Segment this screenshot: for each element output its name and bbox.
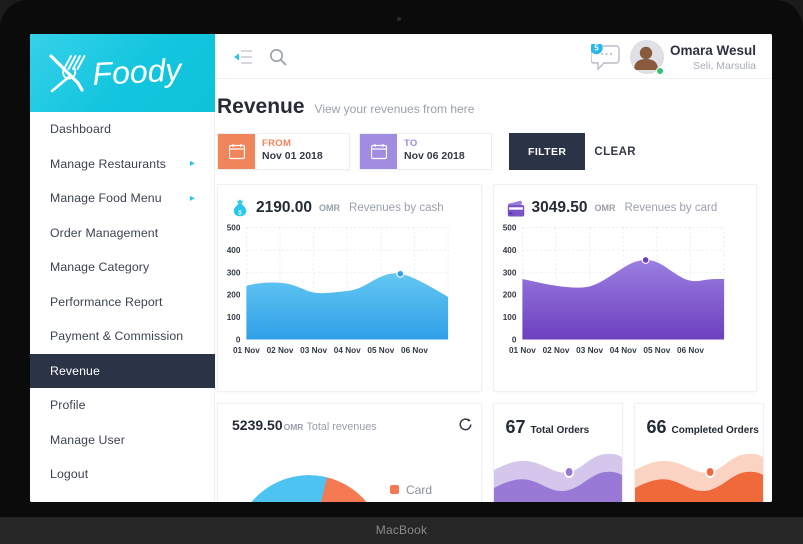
svg-text:0: 0 <box>511 335 516 344</box>
svg-text:400: 400 <box>502 246 516 255</box>
svg-text:02 Nov: 02 Nov <box>267 346 294 355</box>
svg-text:300: 300 <box>502 268 516 277</box>
svg-text:04 Nov: 04 Nov <box>334 346 361 355</box>
svg-text:0: 0 <box>236 335 241 344</box>
svg-text:400: 400 <box>227 246 241 255</box>
svg-text:06 Nov: 06 Nov <box>677 346 704 355</box>
svg-text:$: $ <box>238 209 242 216</box>
svg-text:01 Nov: 01 Nov <box>508 346 535 355</box>
svg-text:03 Nov: 03 Nov <box>300 346 327 355</box>
svg-text:500: 500 <box>227 223 241 232</box>
svg-text:100: 100 <box>227 313 241 322</box>
svg-text:05 Nov: 05 Nov <box>643 346 670 355</box>
svg-text:200: 200 <box>502 291 516 300</box>
svg-text:04 Nov: 04 Nov <box>609 346 636 355</box>
svg-text:100: 100 <box>502 313 516 322</box>
svg-text:500: 500 <box>502 223 516 232</box>
svg-text:Foody: Foody <box>91 51 184 92</box>
svg-text:06 Nov: 06 Nov <box>401 346 428 355</box>
svg-text:300: 300 <box>227 268 241 277</box>
svg-text:03 Nov: 03 Nov <box>576 346 603 355</box>
svg-text:5: 5 <box>594 44 599 53</box>
svg-text:05 Nov: 05 Nov <box>367 346 394 355</box>
svg-text:200: 200 <box>227 291 241 300</box>
svg-text:01 Nov: 01 Nov <box>233 346 260 355</box>
svg-text:02 Nov: 02 Nov <box>542 346 569 355</box>
